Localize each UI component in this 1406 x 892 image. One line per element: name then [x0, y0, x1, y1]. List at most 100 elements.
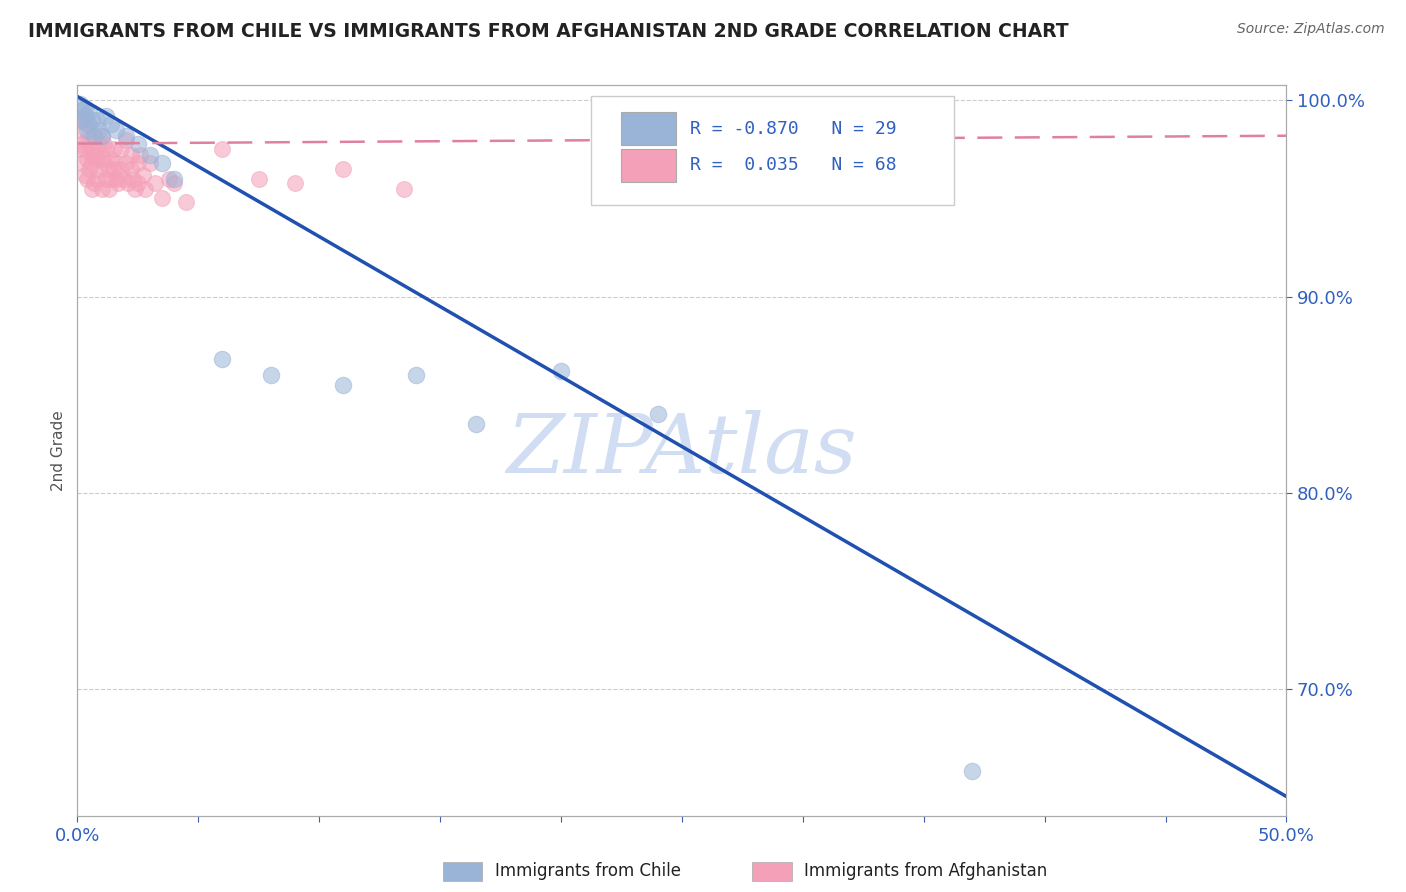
Point	[80, 156, 103, 170]
Point	[100, 172, 122, 186]
Point	[163, 176, 186, 190]
Point	[117, 176, 139, 190]
Point	[139, 156, 162, 170]
Point	[127, 136, 149, 151]
Point	[150, 156, 173, 170]
Point	[647, 407, 669, 421]
Point	[105, 123, 128, 137]
Point	[79, 117, 101, 131]
Point	[96, 109, 118, 123]
Point	[110, 162, 132, 177]
Point	[70, 113, 93, 128]
FancyBboxPatch shape	[621, 149, 676, 182]
Point	[97, 182, 120, 196]
Point	[90, 128, 112, 143]
Point	[70, 103, 93, 118]
Point	[211, 143, 233, 157]
Point	[73, 143, 96, 157]
Point	[93, 136, 115, 151]
Point	[112, 172, 135, 186]
Point	[107, 176, 129, 190]
Point	[73, 101, 96, 115]
Point	[150, 192, 173, 206]
Point	[96, 143, 118, 157]
Point	[76, 117, 98, 131]
Point	[131, 168, 153, 182]
Point	[332, 162, 354, 177]
Point	[87, 123, 110, 137]
Point	[332, 377, 354, 392]
Text: IMMIGRANTS FROM CHILE VS IMMIGRANTS FROM AFGHANISTAN 2ND GRADE CORRELATION CHART: IMMIGRANTS FROM CHILE VS IMMIGRANTS FROM…	[28, 22, 1069, 41]
Point	[79, 105, 101, 120]
Point	[129, 148, 152, 162]
Point	[157, 172, 180, 186]
Point	[69, 113, 91, 128]
Point	[120, 162, 142, 177]
Point	[392, 182, 415, 196]
Point	[83, 176, 105, 190]
Point	[127, 156, 149, 170]
Point	[93, 156, 115, 170]
Point	[86, 153, 108, 167]
Point	[87, 136, 110, 151]
Point	[114, 128, 136, 143]
Point	[79, 162, 101, 177]
Point	[76, 172, 98, 186]
Point	[127, 176, 149, 190]
Point	[139, 148, 162, 162]
Point	[73, 168, 96, 182]
Point	[90, 128, 112, 143]
Point	[100, 117, 122, 131]
Point	[90, 153, 112, 167]
Point	[405, 368, 427, 382]
Y-axis label: 2nd Grade: 2nd Grade	[51, 410, 66, 491]
Point	[69, 143, 91, 157]
Point	[86, 172, 108, 186]
Point	[103, 162, 125, 177]
Point	[163, 172, 186, 186]
Point	[260, 368, 283, 382]
FancyBboxPatch shape	[592, 95, 955, 205]
Point	[86, 113, 108, 128]
Point	[73, 109, 96, 123]
Point	[247, 172, 270, 186]
Point	[79, 136, 101, 151]
Point	[124, 182, 146, 196]
Point	[122, 172, 145, 186]
Text: Immigrants from Afghanistan: Immigrants from Afghanistan	[804, 863, 1047, 880]
Point	[80, 113, 103, 128]
Point	[70, 156, 93, 170]
Point	[465, 417, 488, 431]
Point	[134, 182, 156, 196]
Point	[114, 133, 136, 147]
Text: R = -0.870   N = 29: R = -0.870 N = 29	[690, 120, 897, 137]
Point	[70, 123, 93, 137]
Point	[97, 162, 120, 177]
Text: ZIPAtlas: ZIPAtlas	[506, 410, 858, 491]
Point	[284, 176, 307, 190]
Point	[87, 162, 110, 177]
Point	[90, 182, 112, 196]
Point	[76, 153, 98, 167]
Point	[70, 136, 93, 151]
Point	[80, 148, 103, 162]
Point	[105, 172, 128, 186]
Point	[96, 172, 118, 186]
Point	[76, 123, 98, 137]
Point	[755, 136, 778, 151]
Point	[120, 148, 142, 162]
Point	[100, 153, 122, 167]
Point	[110, 143, 132, 157]
Text: Source: ZipAtlas.com: Source: ZipAtlas.com	[1237, 22, 1385, 37]
Point	[105, 156, 128, 170]
Point	[83, 148, 105, 162]
Point	[76, 133, 98, 147]
Point	[174, 195, 197, 210]
Point	[83, 128, 105, 143]
Point	[960, 764, 983, 778]
FancyBboxPatch shape	[621, 112, 676, 145]
Point	[80, 182, 103, 196]
Point	[86, 143, 108, 157]
Text: R =  0.035   N = 68: R = 0.035 N = 68	[690, 156, 897, 174]
Point	[73, 109, 96, 123]
